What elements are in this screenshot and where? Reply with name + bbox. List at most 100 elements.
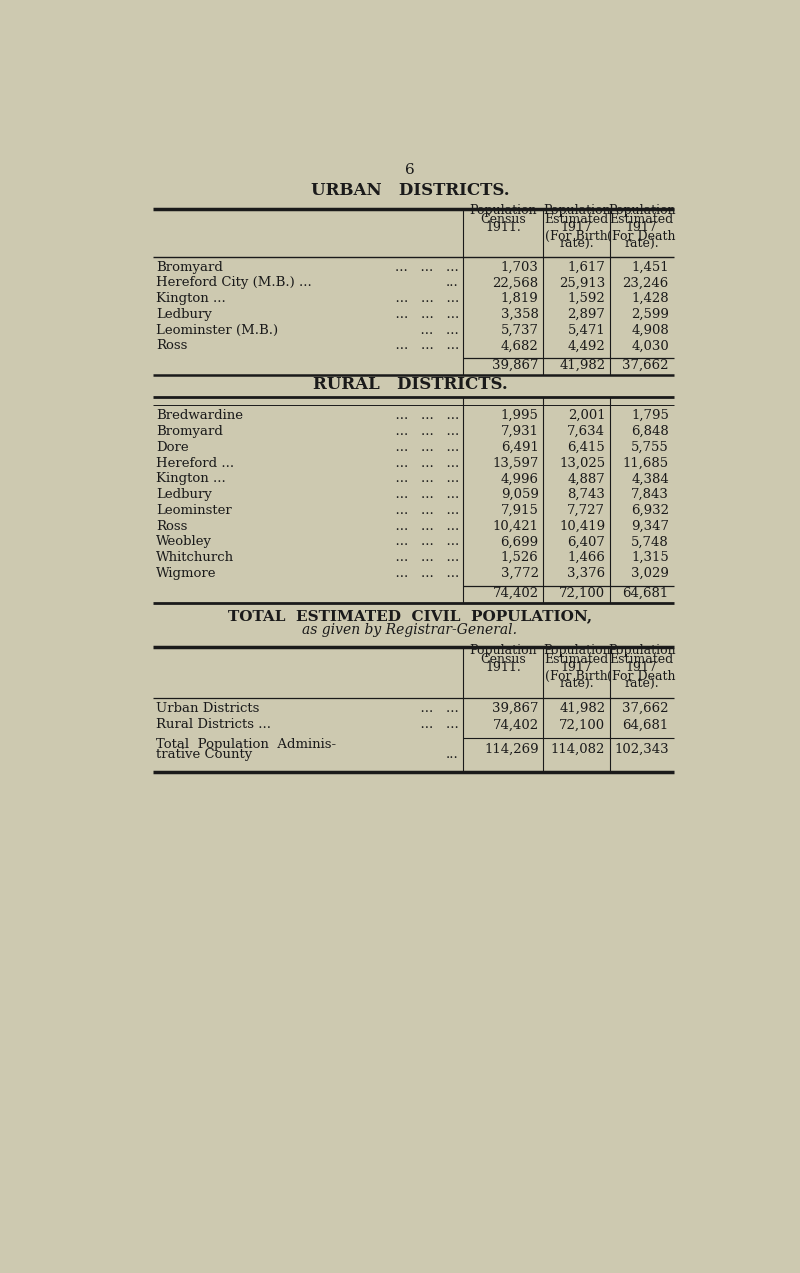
- Text: 1917: 1917: [626, 222, 658, 234]
- Text: rate).: rate).: [625, 238, 659, 251]
- Text: 7,727: 7,727: [567, 504, 606, 517]
- Text: ...   ...   ...: ... ... ...: [386, 472, 459, 485]
- Text: 4,908: 4,908: [631, 323, 669, 337]
- Text: 1917: 1917: [561, 662, 593, 675]
- Text: ...   ...   ...: ... ... ...: [395, 261, 459, 274]
- Text: 72,100: 72,100: [559, 587, 606, 600]
- Text: ...   ...   ...: ... ... ...: [386, 551, 459, 564]
- Text: Leominster: Leominster: [156, 504, 231, 517]
- Text: 1,819: 1,819: [501, 292, 538, 306]
- Text: Ross: Ross: [156, 340, 187, 353]
- Text: 10,419: 10,419: [559, 519, 606, 532]
- Text: 3,358: 3,358: [501, 308, 538, 321]
- Text: Hereford City (M.B.) ...: Hereford City (M.B.) ...: [156, 276, 311, 289]
- Text: (For Birth: (For Birth: [546, 670, 608, 682]
- Text: Bromyard: Bromyard: [156, 261, 222, 274]
- Text: 39,867: 39,867: [492, 703, 538, 715]
- Text: 7,843: 7,843: [631, 488, 669, 502]
- Text: ...   ...   ...: ... ... ...: [386, 440, 459, 453]
- Text: as given by Registrar-General.: as given by Registrar-General.: [302, 622, 518, 636]
- Text: Rural Districts ...: Rural Districts ...: [156, 718, 270, 731]
- Text: 7,915: 7,915: [501, 504, 538, 517]
- Text: 4,384: 4,384: [631, 472, 669, 485]
- Text: Estimated: Estimated: [545, 653, 609, 666]
- Text: 5,755: 5,755: [631, 440, 669, 453]
- Text: Dore: Dore: [156, 440, 189, 453]
- Text: 1,795: 1,795: [631, 409, 669, 423]
- Text: Bromyard: Bromyard: [156, 425, 222, 438]
- Text: Population: Population: [469, 205, 537, 218]
- Text: rate).: rate).: [625, 679, 659, 691]
- Text: 8,743: 8,743: [567, 488, 606, 502]
- Text: 39,867: 39,867: [492, 359, 538, 372]
- Text: 114,082: 114,082: [551, 743, 606, 756]
- Text: Population: Population: [543, 644, 610, 657]
- Text: 4,492: 4,492: [567, 340, 606, 353]
- Text: 74,402: 74,402: [493, 587, 538, 600]
- Text: 1917: 1917: [626, 662, 658, 675]
- Text: 41,982: 41,982: [559, 703, 606, 715]
- Text: (For Death: (For Death: [607, 229, 676, 243]
- Text: 74,402: 74,402: [493, 718, 538, 731]
- Text: 9,347: 9,347: [631, 519, 669, 532]
- Text: 6,848: 6,848: [631, 425, 669, 438]
- Text: 6,407: 6,407: [567, 536, 606, 549]
- Text: 2,897: 2,897: [567, 308, 606, 321]
- Text: 22,568: 22,568: [493, 276, 538, 289]
- Text: 1,466: 1,466: [567, 551, 606, 564]
- Text: ...   ...   ...: ... ... ...: [386, 504, 459, 517]
- Text: 4,682: 4,682: [501, 340, 538, 353]
- Text: 37,662: 37,662: [622, 359, 669, 372]
- Text: 6,699: 6,699: [501, 536, 538, 549]
- Text: RURAL   DISTRICTS.: RURAL DISTRICTS.: [313, 376, 507, 393]
- Text: 4,030: 4,030: [631, 340, 669, 353]
- Text: Whitchurch: Whitchurch: [156, 551, 234, 564]
- Text: Population: Population: [469, 644, 537, 657]
- Text: (For Death: (For Death: [607, 670, 676, 682]
- Text: ...   ...   ...: ... ... ...: [386, 425, 459, 438]
- Text: Leominster (M.B.): Leominster (M.B.): [156, 323, 278, 337]
- Text: Census: Census: [480, 213, 526, 225]
- Text: 1,526: 1,526: [501, 551, 538, 564]
- Text: URBAN   DISTRICTS.: URBAN DISTRICTS.: [310, 182, 510, 199]
- Text: ...   ...   ...: ... ... ...: [386, 457, 459, 470]
- Text: 5,737: 5,737: [501, 323, 538, 337]
- Text: 64,681: 64,681: [622, 718, 669, 731]
- Text: 2,001: 2,001: [568, 409, 606, 423]
- Text: TOTAL  ESTIMATED  CIVIL  POPULATION,: TOTAL ESTIMATED CIVIL POPULATION,: [228, 608, 592, 622]
- Text: 10,421: 10,421: [493, 519, 538, 532]
- Text: Kington ...: Kington ...: [156, 292, 226, 306]
- Text: 9,059: 9,059: [501, 488, 538, 502]
- Text: ...   ...   ...: ... ... ...: [386, 519, 459, 532]
- Text: ...   ...   ...: ... ... ...: [386, 536, 459, 549]
- Text: 4,887: 4,887: [567, 472, 606, 485]
- Text: Total  Population  Adminis-: Total Population Adminis-: [156, 737, 336, 751]
- Text: 11,685: 11,685: [622, 457, 669, 470]
- Text: ...   ...: ... ...: [412, 703, 459, 715]
- Text: 3,029: 3,029: [631, 566, 669, 580]
- Text: 5,471: 5,471: [567, 323, 606, 337]
- Text: 72,100: 72,100: [559, 718, 606, 731]
- Text: 2,599: 2,599: [631, 308, 669, 321]
- Text: Estimated: Estimated: [610, 653, 674, 666]
- Text: ...   ...   ...: ... ... ...: [386, 488, 459, 502]
- Text: 7,931: 7,931: [501, 425, 538, 438]
- Text: Wigmore: Wigmore: [156, 566, 216, 580]
- Text: 1917: 1917: [561, 222, 593, 234]
- Text: Ross: Ross: [156, 519, 187, 532]
- Text: 1,315: 1,315: [631, 551, 669, 564]
- Text: Census: Census: [480, 653, 526, 666]
- Text: Ledbury: Ledbury: [156, 308, 212, 321]
- Text: 4,996: 4,996: [501, 472, 538, 485]
- Text: 102,343: 102,343: [614, 743, 669, 756]
- Text: Estimated: Estimated: [545, 213, 609, 225]
- Text: Kington ...: Kington ...: [156, 472, 226, 485]
- Text: Ledbury: Ledbury: [156, 488, 212, 502]
- Text: 6: 6: [405, 163, 415, 177]
- Text: 37,662: 37,662: [622, 703, 669, 715]
- Text: 1,703: 1,703: [501, 261, 538, 274]
- Text: 6,932: 6,932: [631, 504, 669, 517]
- Text: ...: ...: [446, 749, 459, 761]
- Text: Population: Population: [608, 205, 675, 218]
- Text: Population: Population: [608, 644, 675, 657]
